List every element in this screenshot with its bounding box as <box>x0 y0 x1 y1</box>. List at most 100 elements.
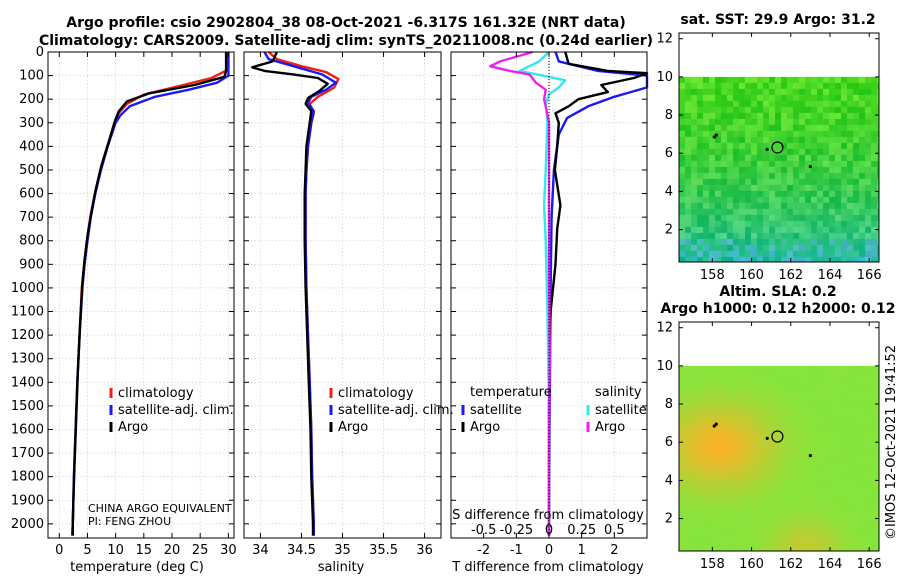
heatmap-cell <box>733 184 740 192</box>
heatmap-cell <box>817 172 824 180</box>
heatmap-cell <box>679 178 686 186</box>
heatmap-cell <box>739 413 746 421</box>
heatmap-cell <box>793 130 800 138</box>
heatmap-cell <box>823 226 830 234</box>
heatmap-cell <box>775 94 782 102</box>
heatmap-cell <box>757 208 764 216</box>
heatmap-cell <box>685 545 692 552</box>
heatmap-cell <box>793 196 800 204</box>
heatmap-cell <box>715 154 722 162</box>
heatmap-cell <box>739 497 746 505</box>
heatmap-cell <box>835 407 842 415</box>
heatmap-cell <box>751 88 758 96</box>
heatmap-cell <box>727 407 734 415</box>
heatmap-cell <box>811 413 818 421</box>
heatmap-cell <box>781 401 788 409</box>
heatmap-cell <box>703 100 710 108</box>
heatmap-cell <box>679 250 686 258</box>
heatmap-cell <box>853 136 860 144</box>
x-tick-label: 20 <box>164 543 181 558</box>
heatmap-cell <box>697 509 704 517</box>
heatmap-cell <box>721 377 728 385</box>
heatmap-cell <box>829 178 836 186</box>
heatmap-cell <box>709 184 716 192</box>
heatmap-cell <box>745 160 752 168</box>
heatmap-cell <box>733 172 740 180</box>
heatmap-cell <box>757 82 764 90</box>
heatmap-cell <box>799 395 806 403</box>
heatmap-cell <box>751 533 758 541</box>
heatmap-cell <box>865 425 872 433</box>
heatmap-cell <box>853 431 860 439</box>
heatmap-cell <box>871 250 878 258</box>
heatmap-cell <box>709 449 716 457</box>
heatmap-cell <box>811 449 818 457</box>
heatmap-cell <box>769 238 776 246</box>
heatmap-cell <box>697 226 704 234</box>
heatmap-cell <box>841 100 848 108</box>
y-tick-label: 2000 <box>11 517 44 532</box>
heatmap-cell <box>721 455 728 463</box>
heatmap-cell <box>877 509 880 517</box>
heatmap-cell <box>805 208 812 216</box>
heatmap-cell <box>751 214 758 222</box>
heatmap-cell <box>823 166 830 174</box>
heatmap-cell <box>751 184 758 192</box>
heatmap-cell <box>763 443 770 451</box>
heatmap-cell <box>757 232 764 240</box>
heatmap-cell <box>847 238 854 246</box>
heatmap-cell <box>703 425 710 433</box>
heatmap-cell <box>841 256 848 263</box>
heatmap-cell <box>703 431 710 439</box>
heatmap-cell <box>859 521 866 529</box>
y-tick-label: 0 <box>36 45 44 60</box>
heatmap-cell <box>727 497 734 505</box>
heatmap-cell <box>757 407 764 415</box>
heatmap-cell <box>871 467 878 475</box>
heatmap-cell <box>697 461 704 469</box>
heatmap-cell <box>715 503 722 511</box>
heatmap-cell <box>865 407 872 415</box>
heatmap-cell <box>679 473 686 481</box>
heatmap-cell <box>763 214 770 222</box>
y-tick-label: 1500 <box>11 399 44 414</box>
heatmap-cell <box>781 443 788 451</box>
heatmap-cell <box>703 112 710 120</box>
heatmap-cell <box>763 106 770 114</box>
heatmap-cell <box>847 431 854 439</box>
heatmap-cell <box>763 160 770 168</box>
heatmap-cell <box>751 232 758 240</box>
heatmap-cell <box>823 160 830 168</box>
heatmap-cell <box>715 365 722 373</box>
heatmap-cell <box>757 527 764 535</box>
heatmap-cell <box>691 443 698 451</box>
heatmap-cell <box>733 485 740 493</box>
heatmap-cell <box>829 467 836 475</box>
heatmap-cell <box>823 190 830 198</box>
heatmap-cell <box>775 515 782 523</box>
heatmap-cell <box>727 545 734 552</box>
heatmap-cell <box>799 527 806 535</box>
heatmap-cell <box>703 491 710 499</box>
heatmap-cell <box>865 100 872 108</box>
heatmap-cell <box>865 527 872 535</box>
heatmap-cell <box>877 202 880 210</box>
heatmap-cell <box>799 172 806 180</box>
heatmap-cell <box>769 455 776 463</box>
heatmap-cell <box>685 539 692 547</box>
heatmap-cell <box>841 202 848 210</box>
heatmap-cell <box>679 100 686 108</box>
heatmap-cell <box>781 449 788 457</box>
heatmap-cell <box>703 479 710 487</box>
heatmap-cell <box>769 509 776 517</box>
heatmap-cell <box>751 443 758 451</box>
temperature-panel: 0 5 10 15 20 25 300100200300400500600700800900… <box>11 45 237 558</box>
heatmap-cell <box>877 124 880 132</box>
heatmap-cell <box>679 208 686 216</box>
heatmap-cell <box>781 82 788 90</box>
heatmap-cell <box>781 112 788 120</box>
heatmap-cell <box>733 377 740 385</box>
heatmap-cell <box>835 449 842 457</box>
y-tick-label: 100 <box>19 69 44 84</box>
heatmap-cell <box>829 124 836 132</box>
